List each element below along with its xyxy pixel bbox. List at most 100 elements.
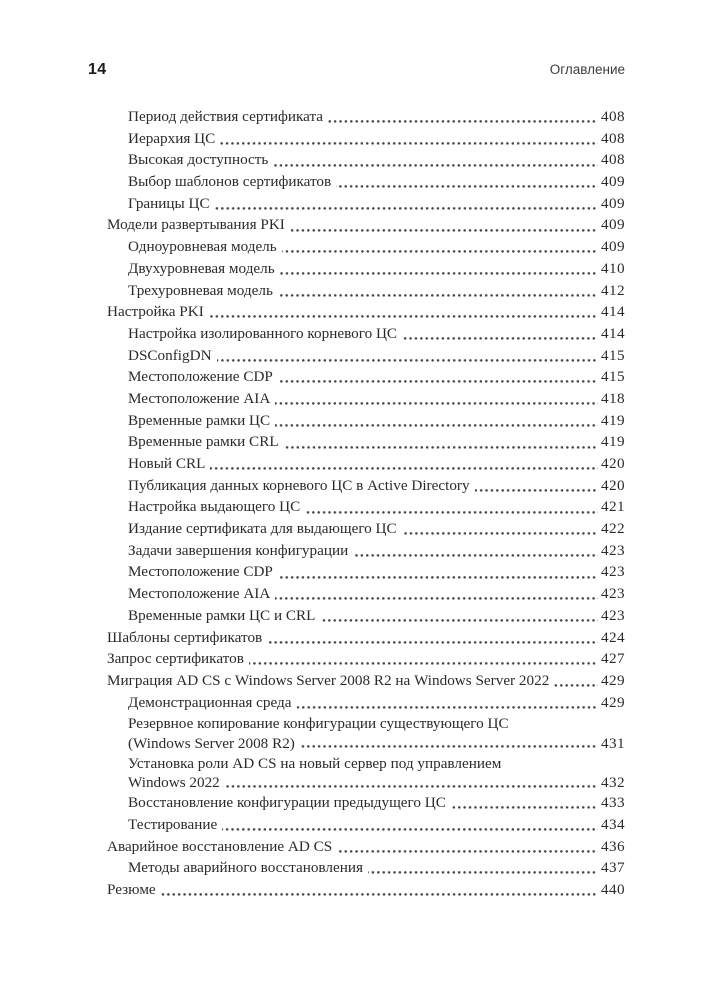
toc-entry-line: Местоположение CDP 423 — [88, 561, 625, 583]
toc-entry: Двухуровневая модель 410 — [88, 258, 625, 280]
toc-dot-leader — [305, 510, 599, 514]
toc-entry-line: Задачи завершения конфигурации 423 — [88, 540, 625, 562]
toc-entry-line: Издание сертификата для выдающего ЦС 422 — [88, 518, 625, 540]
toc-page-number: 423 — [601, 585, 625, 603]
toc-entry-title: Выбор шаблонов сертификатов — [128, 173, 332, 191]
toc-dot-leader — [214, 206, 599, 210]
toc-dot-leader — [283, 445, 599, 449]
toc-entry-line: Резервное копирование конфигурации сущес… — [88, 713, 625, 735]
toc-page-number: 408 — [601, 151, 625, 169]
toc-dot-leader — [450, 806, 599, 810]
toc-entry-title: Иерархия ЦС — [128, 129, 216, 147]
toc-entry-title: Тестирование — [128, 815, 218, 833]
toc-entry: Высокая доступность 408 — [88, 149, 625, 171]
toc-dot-leader — [337, 849, 599, 853]
toc-page-number: 436 — [601, 837, 625, 855]
toc-entry-title: Местоположение AIA — [128, 585, 271, 603]
toc-entry-line: Трехуровневая модель 412 — [88, 280, 625, 302]
toc-entry-line: Запрос сертификатов 427 — [88, 648, 625, 670]
toc-dot-leader — [275, 597, 599, 601]
toc-entry: Методы аварийного восстановления 437 — [88, 857, 625, 879]
toc-entry-title: Временные рамки ЦС и CRL — [128, 606, 316, 624]
toc-entry: Установка роли AD CS на новый сервер под… — [88, 753, 625, 792]
toc-page-number: 409 — [601, 238, 625, 256]
toc-page-number: 414 — [601, 303, 625, 321]
toc-entry-line: Методы аварийного восстановления 437 — [88, 857, 625, 879]
toc-entry: Местоположение AIA 423 — [88, 583, 625, 605]
toc-entry-line: Настройка выдающего ЦС 421 — [88, 496, 625, 518]
toc-page-number: 429 — [601, 693, 625, 711]
toc-entry-title: Windows 2022 — [128, 774, 220, 792]
toc-entry-title: Настройка выдающего ЦС — [128, 498, 301, 516]
toc-entry-line: Windows 2022 432 — [88, 774, 625, 792]
toc-entry-line: Восстановление конфигурации предыдущего … — [88, 792, 625, 814]
toc-entry-line: Выбор шаблонов сертификатов 409 — [88, 171, 625, 193]
toc-entry: Иерархия ЦС 408 — [88, 128, 625, 150]
toc-dot-leader — [336, 185, 599, 189]
toc-entry-title: Одноуровневая модель — [128, 238, 277, 256]
toc-entry: Выбор шаблонов сертификатов 409 — [88, 171, 625, 193]
toc-entry: Тестирование 434 — [88, 814, 625, 836]
toc-entry: Одноуровневая модель 409 — [88, 236, 625, 258]
toc-list: Период действия сертификата 408 Иерархия Ц… — [88, 106, 625, 901]
toc-entry-title: Модели развертывания PKI — [107, 216, 285, 234]
toc-page-number: 414 — [601, 324, 625, 342]
toc-dot-leader — [279, 272, 599, 275]
toc-page-number: 408 — [601, 108, 625, 125]
toc-page-number: 412 — [601, 281, 625, 299]
toc-page-number: 431 — [601, 734, 625, 752]
toc-dot-leader — [320, 619, 599, 622]
toc-entry: Настройка изолированного корневого ЦС 414 — [88, 323, 625, 345]
toc-page-number: 418 — [601, 389, 625, 407]
toc-entry-line: Аварийное восстановление AD CS 436 — [88, 836, 625, 858]
toc-dot-leader — [281, 250, 599, 254]
toc-dot-leader — [289, 228, 599, 232]
toc-entry-title: Шаблоны сертификатов — [107, 628, 263, 646]
toc-entry-title: Запрос сертификатов — [107, 650, 244, 668]
toc-entry-title: Миграция AD CS с Windows Server 2008 R2 … — [107, 671, 550, 689]
toc-dot-leader — [367, 871, 599, 875]
toc-entry-title: (Windows Server 2008 R2) — [128, 734, 295, 752]
toc-page-number: 429 — [601, 671, 625, 689]
running-header: 14 Оглавление — [88, 61, 625, 79]
toc-entry: Настройка выдающего ЦС 421 — [88, 496, 625, 518]
toc-entry-title: Временные рамки CRL — [128, 433, 279, 451]
toc-entry-title: Задачи завершения конфигурации — [128, 541, 349, 559]
toc-entry-line: Временные рамки CRL 419 — [88, 431, 625, 453]
toc-page-number: 419 — [601, 433, 625, 451]
toc-entry: Период действия сертификата 408 — [88, 106, 625, 128]
toc-page-number: 424 — [601, 628, 625, 646]
toc-dot-leader — [328, 120, 599, 124]
toc-entry: DSConfigDN 415 — [88, 345, 625, 367]
toc-page-number: 433 — [601, 794, 625, 812]
toc-dot-leader — [220, 141, 599, 145]
toc-entry: Публикация данных корневого ЦС в Active … — [88, 475, 625, 497]
toc-entry-title: Временные рамки ЦС — [128, 411, 271, 429]
toc-entry-line: Резюме 440 — [88, 879, 625, 901]
toc-entry: Демонстрационная среда 429 — [88, 692, 625, 714]
toc-dot-leader — [299, 745, 599, 749]
toc-entry-line: Временные рамки ЦС и CRL 423 — [88, 605, 625, 627]
toc-entry-title: Резервное копирование конфигурации сущес… — [128, 715, 509, 733]
toc-dot-leader — [402, 337, 599, 341]
toc-page-number: 420 — [601, 476, 625, 494]
toc-entry: Восстановление конфигурации предыдущего … — [88, 792, 625, 814]
toc-page-number: 409 — [601, 173, 625, 191]
toc-entry-line: Местоположение AIA 423 — [88, 583, 625, 605]
toc-entry: Местоположение AIA 418 — [88, 388, 625, 410]
toc-page-number: 419 — [601, 411, 625, 429]
toc-entry-line: (Windows Server 2008 R2) 431 — [88, 735, 625, 753]
toc-entry-title: Настройка PKI — [107, 303, 204, 321]
toc-dot-leader — [277, 575, 599, 579]
toc-entry: Временные рамки ЦС и CRL 423 — [88, 605, 625, 627]
toc-page-number: 410 — [601, 259, 625, 277]
toc-dot-leader — [267, 640, 599, 644]
toc-entry-line: Демонстрационная среда 429 — [88, 692, 625, 714]
toc-entry-line: Иерархия ЦС 408 — [88, 128, 625, 150]
toc-entry-line: DSConfigDN 415 — [88, 345, 625, 367]
toc-entry-line: Местоположение AIA 418 — [88, 388, 625, 410]
toc-entry-title: Границы ЦС — [128, 194, 210, 212]
toc-dot-leader — [277, 293, 599, 297]
toc-entry-line: Местоположение CDP 415 — [88, 366, 625, 388]
page-number: 14 — [88, 61, 107, 78]
